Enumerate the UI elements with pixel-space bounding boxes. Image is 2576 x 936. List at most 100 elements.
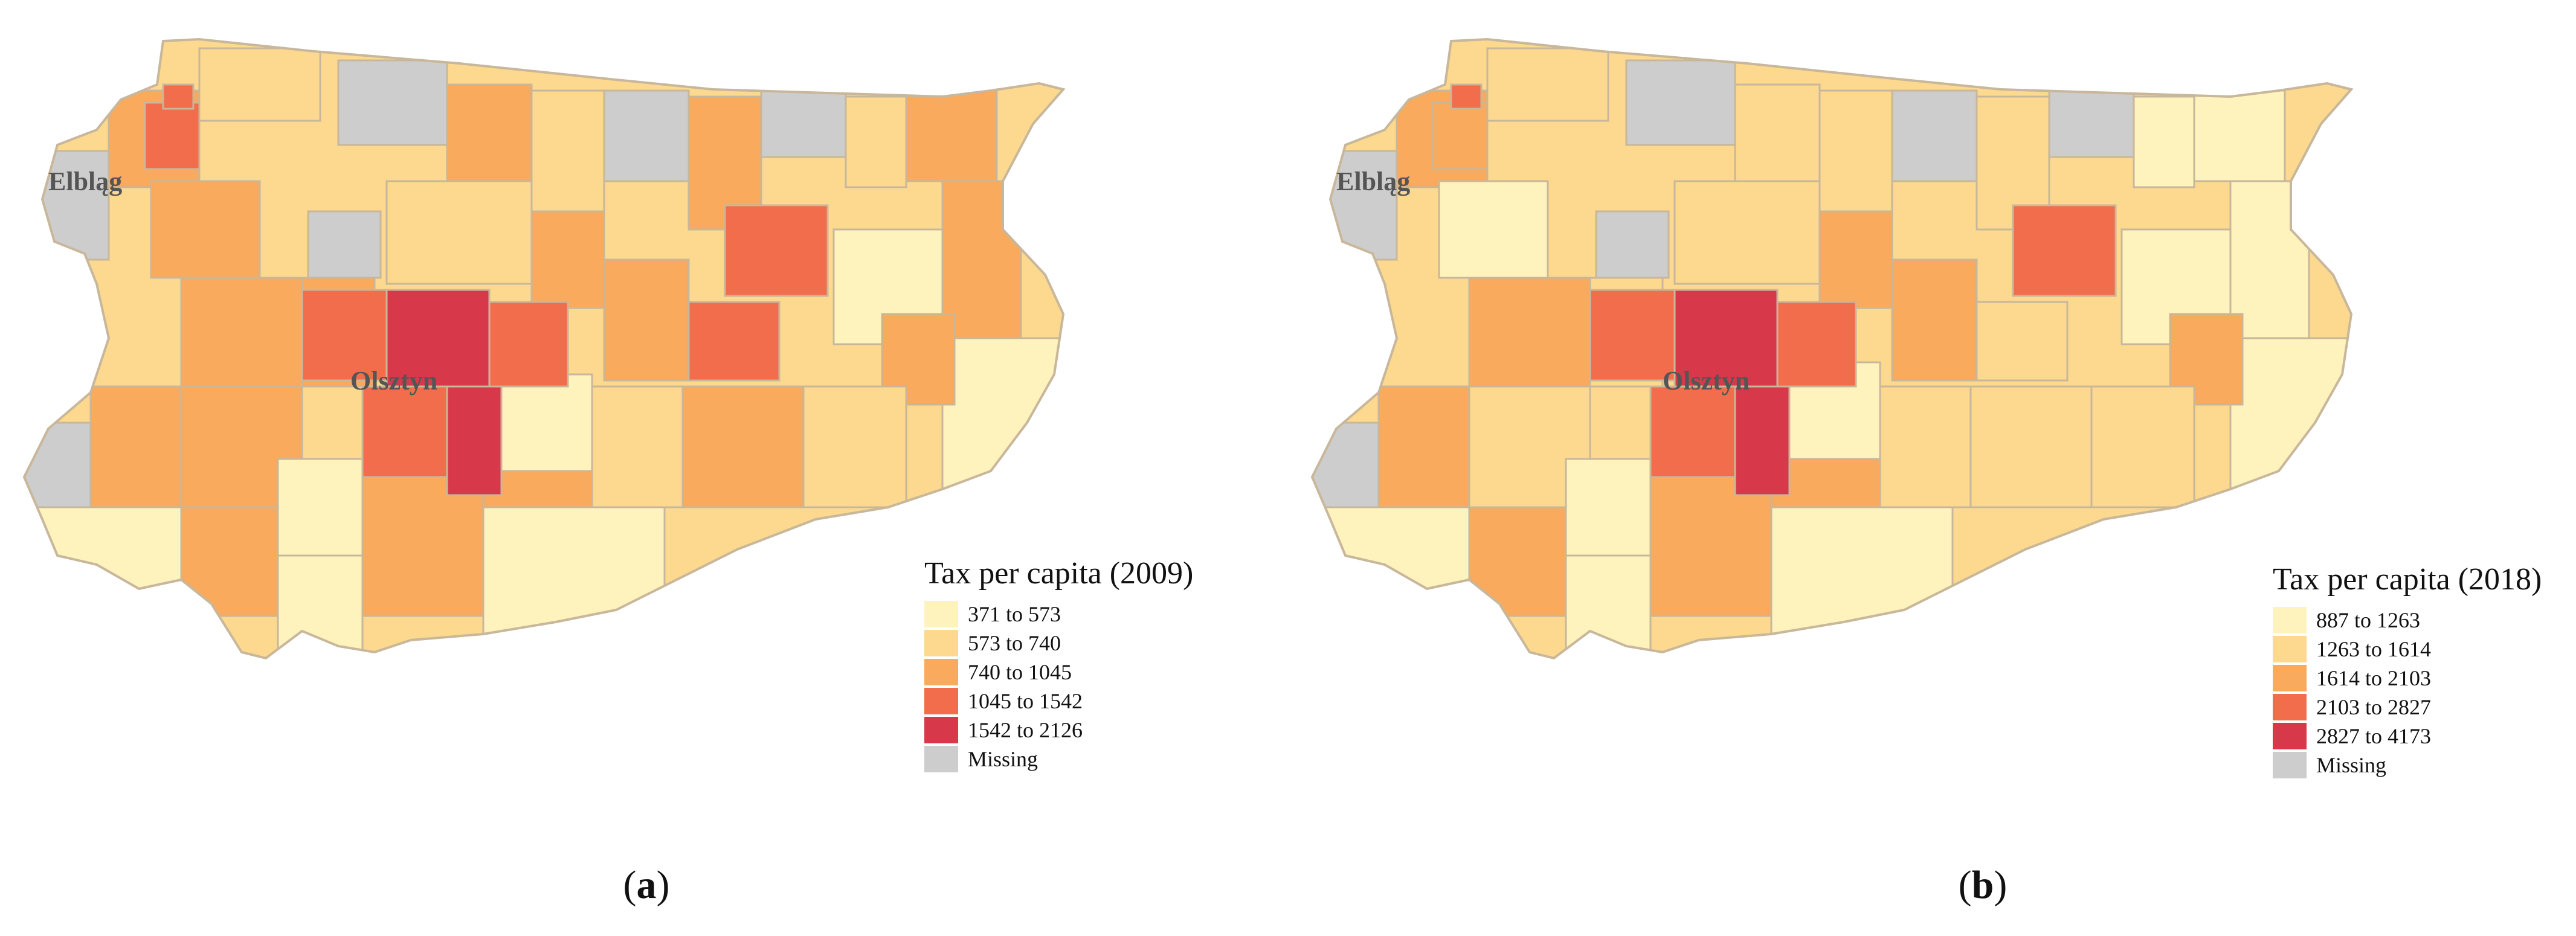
region xyxy=(603,258,690,382)
legend-swatch xyxy=(2273,665,2307,691)
region xyxy=(488,301,569,388)
region xyxy=(845,95,907,188)
region xyxy=(802,385,907,508)
city-label-elblag: Elbląg xyxy=(48,167,122,196)
region xyxy=(1818,210,1893,309)
region xyxy=(1565,554,1652,653)
legend-item: 1263 to 1614 xyxy=(2273,635,2542,664)
region-missing xyxy=(24,422,98,508)
province-outline xyxy=(1310,37,2354,660)
legend-item: 887 to 1263 xyxy=(2273,606,2542,635)
legend-item: Missing xyxy=(2273,751,2542,780)
region xyxy=(2133,95,2195,188)
legend-swatch xyxy=(924,717,958,743)
region xyxy=(905,89,998,182)
region xyxy=(1891,258,1978,382)
legend-label: 887 to 1263 xyxy=(2316,608,2421,632)
region xyxy=(2193,89,2286,182)
map-panel-b: Elbląg Olsztyn Tax per capita (2018) 887… xyxy=(1288,0,2576,936)
legend-item: 1542 to 2126 xyxy=(924,716,1193,745)
region xyxy=(1589,289,1676,382)
choropleth-map-2018: Elbląg Olsztyn xyxy=(1310,37,2354,660)
region xyxy=(1879,385,1972,508)
region xyxy=(1450,83,1483,110)
region xyxy=(162,83,195,110)
legend-label: 371 to 573 xyxy=(968,602,1061,626)
legend-label: 573 to 740 xyxy=(968,631,1061,655)
region xyxy=(198,47,321,122)
region-missing xyxy=(1312,422,1386,508)
legend-item: 1045 to 1542 xyxy=(924,687,1193,716)
region xyxy=(591,385,684,508)
region-cells-2018 xyxy=(1312,39,2351,658)
region xyxy=(530,89,605,213)
region xyxy=(1734,385,1791,496)
region xyxy=(1486,47,1609,122)
legend-item: 2103 to 2827 xyxy=(2273,693,2542,722)
panel-caption-b: (b) xyxy=(1958,863,2008,907)
legend-2009: Tax per capita (2009) 371 to 573 573 to … xyxy=(924,556,1193,774)
region xyxy=(1776,301,1857,388)
region xyxy=(1649,385,1736,478)
legend-swatch xyxy=(2273,723,2307,749)
region-missing xyxy=(1625,59,1736,146)
region xyxy=(1438,180,1549,279)
legend-label: Missing xyxy=(968,747,1038,771)
region xyxy=(277,458,364,557)
region-missing xyxy=(1891,89,1978,182)
legend-swatch xyxy=(2273,752,2307,778)
region xyxy=(1969,385,2093,508)
region-cells-2009 xyxy=(24,39,1063,658)
legend-label: 2827 to 4173 xyxy=(2316,724,2432,748)
legend-item: 740 to 1045 xyxy=(924,658,1193,687)
legend-label: Missing xyxy=(2316,753,2387,777)
region xyxy=(494,373,593,472)
legend-label: 740 to 1045 xyxy=(968,660,1072,684)
region xyxy=(446,385,503,496)
region xyxy=(385,180,533,285)
region xyxy=(144,101,201,170)
region xyxy=(150,180,261,279)
region xyxy=(1377,385,1470,508)
region xyxy=(2229,337,2351,496)
region xyxy=(530,210,605,309)
region-missing xyxy=(1595,210,1670,279)
legend-swatch xyxy=(924,630,958,656)
region xyxy=(385,289,491,394)
legend-swatch xyxy=(2273,607,2307,633)
region xyxy=(1468,277,1591,388)
legend-swatch xyxy=(2273,694,2307,720)
legend-label: 1542 to 2126 xyxy=(968,718,1083,742)
choropleth-map-2009: Elbląg Olsztyn xyxy=(22,37,1066,660)
region xyxy=(1468,506,1567,617)
legend-title: Tax per capita (2018) xyxy=(2273,562,2542,597)
city-label-olsztyn: Olsztyn xyxy=(350,366,437,396)
legend-swatch xyxy=(924,746,958,772)
legend-label: 1263 to 1614 xyxy=(2316,637,2432,661)
legend-title: Tax per capita (2009) xyxy=(924,556,1194,591)
region xyxy=(1673,180,1821,285)
caption-letter: b xyxy=(1971,863,1994,907)
region xyxy=(2012,204,2117,297)
legend-swatch xyxy=(924,688,958,714)
region xyxy=(687,301,781,382)
legend-item: 2827 to 4173 xyxy=(2273,722,2542,751)
region-missing xyxy=(337,59,448,146)
legend-swatch xyxy=(924,659,958,685)
region xyxy=(180,506,279,617)
region xyxy=(1734,83,1821,182)
legend-swatch xyxy=(2273,636,2307,662)
region xyxy=(724,204,829,297)
legend-label: 2103 to 2827 xyxy=(2316,695,2432,719)
region xyxy=(941,337,1063,496)
province-outline xyxy=(22,37,1066,660)
region xyxy=(89,385,182,508)
legend-label: 1045 to 1542 xyxy=(968,689,1083,713)
legend-item: 573 to 740 xyxy=(924,629,1193,658)
legend-swatch xyxy=(924,601,958,627)
city-label-elblag: Elbląg xyxy=(1336,167,1410,196)
region xyxy=(361,385,448,478)
region xyxy=(1432,101,1489,170)
legend-item: Missing xyxy=(924,745,1193,774)
map-panel-a: Elbląg Olsztyn Tax per capita (2009) 371… xyxy=(22,37,1193,907)
